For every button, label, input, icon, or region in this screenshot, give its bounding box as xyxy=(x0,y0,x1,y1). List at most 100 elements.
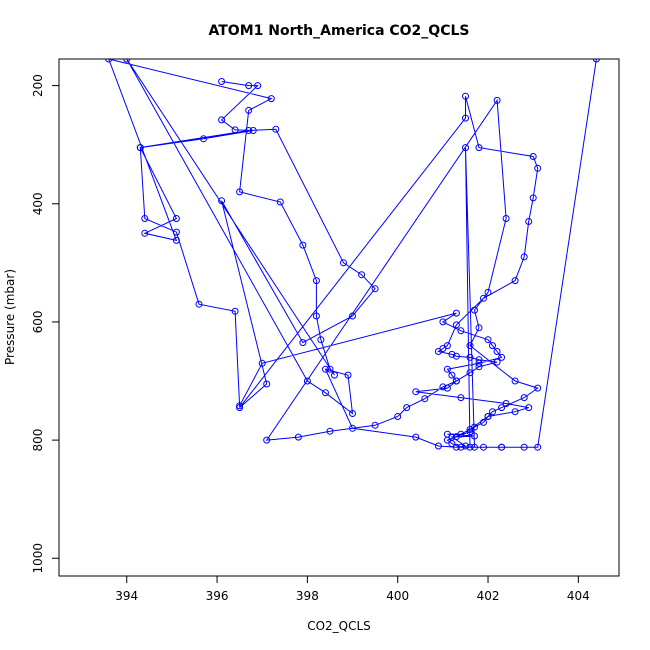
data-point-48 xyxy=(475,359,483,367)
data-point-41 xyxy=(502,400,510,407)
data-point-11 xyxy=(105,59,113,63)
data-point-88 xyxy=(452,352,460,360)
data-point-71 xyxy=(263,380,271,388)
data-point-2 xyxy=(254,82,262,90)
y-axis: 200 400 600 800 1000 xyxy=(31,74,59,574)
data-point-101 xyxy=(294,433,302,441)
data-point-23 xyxy=(303,377,311,385)
data-point-124 xyxy=(471,443,478,451)
data-point-119 xyxy=(443,436,451,444)
data-point-14 xyxy=(236,188,244,196)
data-point-127 xyxy=(498,443,506,451)
data-point-76 xyxy=(529,153,537,160)
x-tick-label-3: 400 xyxy=(386,589,409,603)
data-point-51 xyxy=(489,342,496,350)
data-point-104 xyxy=(502,215,510,222)
data-point-126 xyxy=(466,443,474,451)
data-point-12 xyxy=(267,95,275,103)
plot-area xyxy=(58,58,620,577)
data-point-60 xyxy=(172,228,180,236)
data-point-113 xyxy=(489,408,496,416)
data-point-4 xyxy=(231,126,239,134)
data-point-10 xyxy=(172,236,180,244)
data-point-111 xyxy=(520,394,528,402)
plot-frame xyxy=(58,58,620,577)
data-point-53 xyxy=(457,327,465,335)
series-line xyxy=(108,59,597,448)
data-point-82 xyxy=(480,294,487,302)
data-point-46 xyxy=(448,371,456,379)
data-point-73 xyxy=(462,114,469,122)
data-point-128 xyxy=(520,443,528,451)
y-axis-label: Pressure (mbar) xyxy=(3,269,17,365)
data-point-1 xyxy=(245,82,253,90)
data-point-17 xyxy=(312,277,320,285)
data-point-86 xyxy=(434,348,442,355)
data-point-116 xyxy=(471,423,478,431)
data-point-115 xyxy=(480,418,487,426)
data-point-110 xyxy=(534,384,542,392)
chart-title: ATOM1 North_America CO2_QCLS xyxy=(209,23,470,39)
data-point-78 xyxy=(529,194,537,202)
data-point-40 xyxy=(525,404,533,412)
data-point-8 xyxy=(172,215,180,222)
data-point-56 xyxy=(258,359,266,367)
data-point-13 xyxy=(245,106,253,114)
data-point-117 xyxy=(466,428,474,436)
data-point-0 xyxy=(218,78,226,85)
data-point-90 xyxy=(475,356,483,364)
data-point-50 xyxy=(493,348,501,355)
data-point-95 xyxy=(439,383,447,391)
data-point-112 xyxy=(498,404,506,412)
y-tick-label-4: 1000 xyxy=(31,543,45,574)
data-point-109 xyxy=(511,377,519,385)
data-point-79 xyxy=(525,218,533,225)
data-point-6 xyxy=(200,135,207,143)
data-point-21 xyxy=(331,371,338,379)
data-point-91 xyxy=(493,358,501,366)
data-point-65 xyxy=(340,259,347,267)
data-point-120 xyxy=(448,440,456,448)
data-point-114 xyxy=(484,413,492,420)
data-point-15 xyxy=(276,198,284,206)
x-tick-label-2: 398 xyxy=(296,589,319,603)
data-point-55 xyxy=(452,309,460,317)
data-point-31 xyxy=(452,443,460,451)
y-tick-label-2: 600 xyxy=(31,310,45,333)
data-point-61 xyxy=(141,215,149,222)
data-point-99 xyxy=(371,421,379,429)
data-point-122 xyxy=(480,443,487,451)
data-point-102 xyxy=(263,436,271,444)
data-point-72 xyxy=(236,404,244,412)
data-point-59 xyxy=(195,300,203,308)
data-point-58 xyxy=(231,307,239,315)
x-axis-label: CO2_QCLS xyxy=(307,619,371,633)
data-point-34 xyxy=(471,432,478,440)
data-point-44 xyxy=(443,384,451,392)
series-co2-qcls xyxy=(105,59,600,451)
data-point-66 xyxy=(358,271,366,279)
data-point-83 xyxy=(452,321,460,329)
x-tick-label-1: 396 xyxy=(206,589,229,603)
data-point-75 xyxy=(475,144,483,152)
data-point-63 xyxy=(245,127,253,134)
data-point-97 xyxy=(403,404,411,412)
data-point-98 xyxy=(394,413,402,420)
data-point-30 xyxy=(434,442,442,450)
data-point-80 xyxy=(520,253,528,261)
data-point-77 xyxy=(534,164,542,172)
data-point-39 xyxy=(511,408,519,416)
data-point-54 xyxy=(439,318,447,326)
data-point-27 xyxy=(322,365,329,373)
data-point-3 xyxy=(218,116,226,124)
data-point-125 xyxy=(462,144,469,152)
data-point-93 xyxy=(466,369,474,377)
data-point-70 xyxy=(218,197,226,205)
data-point-28 xyxy=(349,424,356,432)
data-point-96 xyxy=(421,395,429,403)
data-point-92 xyxy=(475,363,483,371)
data-point-47 xyxy=(443,365,451,373)
data-point-74 xyxy=(462,92,469,100)
x-tick-label-5: 404 xyxy=(567,589,590,603)
